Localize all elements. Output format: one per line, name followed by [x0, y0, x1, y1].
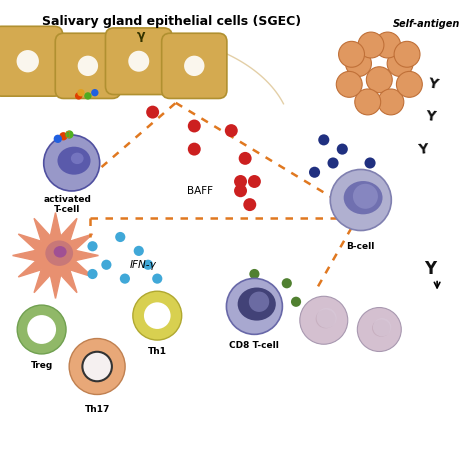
Ellipse shape — [57, 146, 91, 175]
Circle shape — [263, 292, 273, 302]
Circle shape — [17, 305, 66, 354]
Text: ⌒: ⌒ — [66, 130, 70, 137]
Circle shape — [82, 352, 112, 381]
Text: CD8 T-cell: CD8 T-cell — [229, 341, 279, 350]
Circle shape — [146, 106, 159, 118]
Text: B-cell: B-cell — [346, 242, 375, 251]
Ellipse shape — [71, 153, 83, 164]
Circle shape — [365, 157, 375, 169]
Circle shape — [65, 130, 73, 139]
Text: IFN-γ: IFN-γ — [129, 260, 156, 270]
Circle shape — [282, 278, 292, 288]
Circle shape — [234, 175, 247, 188]
Circle shape — [87, 269, 98, 279]
Text: activated
T-cell: activated T-cell — [43, 195, 91, 214]
Circle shape — [101, 260, 111, 270]
Circle shape — [394, 41, 420, 67]
Text: Salivary gland epithelial cells (SGEC): Salivary gland epithelial cells (SGEC) — [42, 15, 301, 28]
Text: Self-antigen: Self-antigen — [393, 19, 461, 29]
Circle shape — [353, 184, 378, 209]
Circle shape — [387, 51, 413, 76]
Circle shape — [357, 308, 401, 352]
Circle shape — [249, 292, 269, 312]
Circle shape — [144, 302, 171, 329]
Circle shape — [152, 273, 163, 284]
Circle shape — [317, 308, 337, 328]
Ellipse shape — [128, 51, 149, 72]
Polygon shape — [13, 212, 99, 299]
Circle shape — [27, 315, 56, 344]
Circle shape — [373, 318, 391, 337]
Ellipse shape — [237, 288, 276, 320]
Circle shape — [134, 246, 144, 256]
Circle shape — [91, 89, 99, 96]
Circle shape — [365, 194, 375, 206]
Text: γ: γ — [137, 29, 146, 42]
Circle shape — [318, 134, 329, 146]
Circle shape — [84, 92, 91, 100]
Circle shape — [249, 269, 259, 279]
Circle shape — [309, 167, 320, 178]
Circle shape — [291, 297, 301, 307]
Ellipse shape — [344, 181, 383, 214]
Circle shape — [120, 273, 130, 284]
Ellipse shape — [184, 55, 204, 76]
Circle shape — [366, 67, 392, 93]
Circle shape — [328, 157, 338, 169]
Circle shape — [54, 135, 62, 143]
Circle shape — [336, 72, 362, 97]
Ellipse shape — [54, 246, 67, 257]
Text: Y: Y — [418, 142, 429, 156]
Circle shape — [87, 241, 98, 251]
Text: Y: Y — [426, 77, 439, 92]
Circle shape — [338, 41, 365, 67]
Circle shape — [396, 72, 422, 97]
Circle shape — [69, 338, 125, 394]
FancyBboxPatch shape — [0, 26, 63, 96]
FancyBboxPatch shape — [55, 33, 120, 99]
Circle shape — [358, 32, 384, 58]
Circle shape — [188, 143, 201, 155]
Circle shape — [374, 32, 401, 58]
Circle shape — [227, 278, 283, 334]
Text: Y: Y — [424, 260, 436, 278]
Circle shape — [75, 92, 82, 100]
Circle shape — [300, 296, 348, 344]
Circle shape — [346, 176, 357, 187]
Text: Th1: Th1 — [148, 346, 167, 356]
Ellipse shape — [78, 55, 98, 76]
Ellipse shape — [46, 240, 73, 266]
Circle shape — [243, 198, 256, 211]
Circle shape — [239, 152, 252, 165]
Circle shape — [225, 124, 238, 137]
Circle shape — [248, 175, 261, 188]
Circle shape — [59, 132, 67, 140]
Circle shape — [254, 297, 264, 307]
Text: Y: Y — [425, 109, 436, 124]
Circle shape — [143, 260, 153, 270]
FancyBboxPatch shape — [105, 28, 172, 94]
Circle shape — [77, 89, 85, 96]
Text: Treg: Treg — [30, 361, 53, 370]
Ellipse shape — [316, 310, 336, 328]
Circle shape — [133, 291, 182, 340]
FancyBboxPatch shape — [162, 33, 227, 99]
Text: Th17: Th17 — [84, 405, 110, 414]
Circle shape — [378, 89, 404, 115]
Circle shape — [115, 232, 125, 242]
Ellipse shape — [372, 319, 390, 337]
Text: BAFF: BAFF — [187, 186, 213, 196]
Circle shape — [355, 89, 381, 115]
Circle shape — [346, 51, 372, 76]
Ellipse shape — [17, 50, 39, 73]
Circle shape — [188, 119, 201, 132]
Circle shape — [330, 170, 392, 230]
Circle shape — [234, 184, 247, 197]
Circle shape — [337, 144, 348, 155]
Circle shape — [44, 135, 100, 191]
